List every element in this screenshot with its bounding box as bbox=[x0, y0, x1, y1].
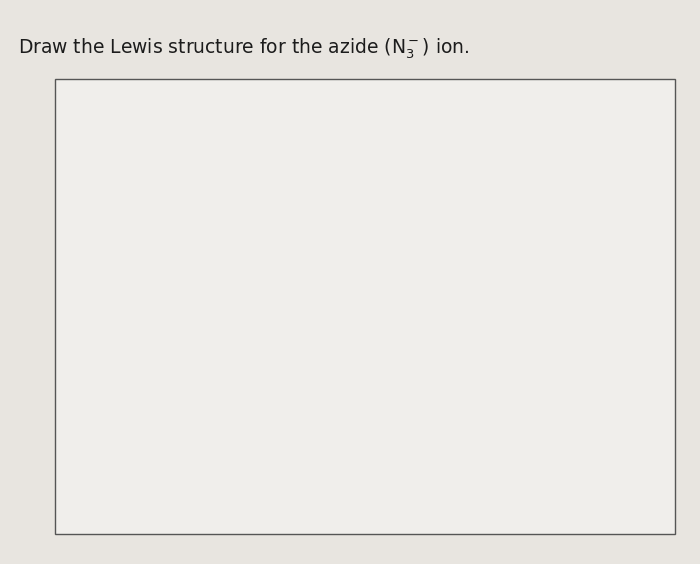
Text: Draw the Lewis structure for the azide $\left(\mathrm{N}_3^-\right)$ ion.: Draw the Lewis structure for the azide $… bbox=[18, 37, 470, 61]
Bar bbox=[55, 79, 675, 534]
